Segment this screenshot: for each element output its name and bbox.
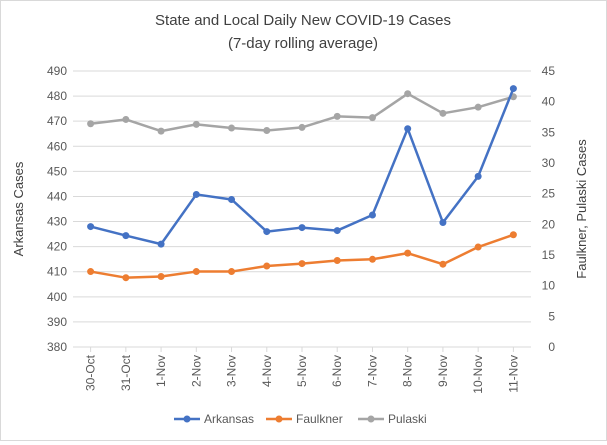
x-tick-label: 6-Nov xyxy=(330,355,344,387)
data-point-faulkner xyxy=(368,255,376,263)
legend-label: Arkansas xyxy=(204,412,254,426)
legend: Arkansas Faulkner Pulaski xyxy=(174,412,427,426)
legend-marker xyxy=(367,415,375,423)
data-point-arkansas xyxy=(228,195,236,203)
legend-marker xyxy=(183,415,191,423)
right-axis-tick-label: 10 xyxy=(542,279,556,293)
data-point-pulaski xyxy=(439,109,447,117)
right-axis-tick-label: 30 xyxy=(542,156,556,170)
left-axis-tick-label: 430 xyxy=(47,215,67,229)
x-tick-label: 4-Nov xyxy=(260,355,274,387)
legend-marker xyxy=(275,415,283,423)
right-axis-tick-label: 20 xyxy=(542,217,556,231)
legend-label: Pulaski xyxy=(388,412,427,426)
data-point-pulaski xyxy=(157,127,165,135)
x-tick-label: 7-Nov xyxy=(365,355,379,387)
data-point-pulaski xyxy=(87,120,95,128)
data-point-faulkner xyxy=(439,260,447,268)
left-axis-tick-label: 410 xyxy=(47,265,67,279)
data-point-pulaski xyxy=(298,123,306,131)
data-point-pulaski xyxy=(122,115,130,123)
data-point-arkansas xyxy=(509,85,517,93)
right-axis-ticks: 0 5 10 15 20 25 30 35 40 45 xyxy=(542,64,556,354)
data-point-faulkner xyxy=(157,272,165,280)
right-axis-label: Faulkner, Pulaski Cases xyxy=(574,139,589,279)
chart-title: State and Local Daily New COVID-19 Cases xyxy=(155,12,451,29)
data-point-pulaski xyxy=(228,124,236,132)
data-point-faulkner xyxy=(509,231,517,239)
right-axis-tick-label: 25 xyxy=(542,187,556,201)
data-point-arkansas xyxy=(404,125,412,133)
left-axis-tick-label: 420 xyxy=(47,240,67,254)
data-point-arkansas xyxy=(87,223,95,231)
data-point-arkansas xyxy=(439,219,447,227)
series-faulkner xyxy=(87,231,517,282)
left-axis-ticks: 380 390 400 410 420 430 440 450 460 470 480 490 xyxy=(47,64,67,354)
data-point-arkansas xyxy=(474,172,482,180)
series-layer xyxy=(87,85,517,282)
x-axis-ticks: 30-Oct 31-Oct 1-Nov 2-Nov 3-Nov 4-Nov 5-Nov 6-N… xyxy=(84,347,520,394)
data-point-faulkner xyxy=(192,268,200,276)
chart-subtitle: (7-day rolling average) xyxy=(228,35,378,52)
data-point-arkansas xyxy=(122,232,130,240)
series-pulaski xyxy=(87,90,517,135)
data-point-faulkner xyxy=(333,257,341,265)
x-tick-label: 9-Nov xyxy=(436,355,450,387)
right-axis-tick-label: 40 xyxy=(542,95,556,109)
data-point-pulaski xyxy=(192,120,200,128)
data-point-arkansas xyxy=(333,227,341,235)
data-point-arkansas xyxy=(192,190,200,198)
data-point-faulkner xyxy=(228,268,236,276)
right-axis-tick-label: 0 xyxy=(548,340,555,354)
legend-item-pulaski: Pulaski xyxy=(358,412,427,426)
data-point-arkansas xyxy=(368,211,376,219)
left-axis-tick-label: 450 xyxy=(47,164,67,178)
data-point-pulaski xyxy=(368,114,376,122)
x-tick-label: 11-Nov xyxy=(506,355,520,393)
x-tick-label: 10-Nov xyxy=(471,355,485,394)
x-tick-label: 3-Nov xyxy=(225,355,239,387)
left-axis-tick-label: 470 xyxy=(47,114,67,128)
left-axis-tick-label: 380 xyxy=(47,340,67,354)
data-point-faulkner xyxy=(122,274,130,282)
right-axis-tick-label: 15 xyxy=(542,248,556,262)
data-point-pulaski xyxy=(263,126,271,134)
left-axis-tick-label: 460 xyxy=(47,139,67,153)
data-point-arkansas xyxy=(298,224,306,232)
left-axis-tick-label: 440 xyxy=(47,189,67,203)
gridlines xyxy=(73,70,531,348)
legend-label: Faulkner xyxy=(296,412,343,426)
data-point-pulaski xyxy=(333,112,341,120)
right-axis-tick-label: 5 xyxy=(548,309,555,323)
left-axis-tick-label: 490 xyxy=(47,64,67,78)
data-point-faulkner xyxy=(87,268,95,276)
right-axis-tick-label: 35 xyxy=(542,125,556,139)
left-axis-tick-label: 390 xyxy=(47,315,67,329)
right-axis-tick-label: 45 xyxy=(542,64,556,78)
data-point-faulkner xyxy=(404,249,412,257)
left-axis-label: Arkansas Cases xyxy=(11,161,26,256)
data-point-arkansas xyxy=(157,240,165,248)
left-axis-tick-label: 400 xyxy=(47,290,67,304)
legend-item-arkansas: Arkansas xyxy=(174,412,254,426)
x-tick-label: 30-Oct xyxy=(84,354,98,391)
data-point-pulaski xyxy=(404,90,412,98)
series-arkansas xyxy=(87,85,517,248)
data-point-faulkner xyxy=(298,260,306,268)
legend-item-faulkner: Faulkner xyxy=(266,412,343,426)
x-tick-label: 31-Oct xyxy=(119,354,133,391)
x-tick-label: 1-Nov xyxy=(154,355,168,387)
data-point-pulaski xyxy=(474,103,482,111)
x-tick-label: 2-Nov xyxy=(189,355,203,387)
data-point-faulkner xyxy=(474,243,482,251)
x-tick-label: 8-Nov xyxy=(401,355,415,387)
data-point-faulkner xyxy=(263,262,271,270)
x-tick-label: 5-Nov xyxy=(295,355,309,387)
data-point-arkansas xyxy=(263,228,271,236)
left-axis-tick-label: 480 xyxy=(47,89,67,103)
